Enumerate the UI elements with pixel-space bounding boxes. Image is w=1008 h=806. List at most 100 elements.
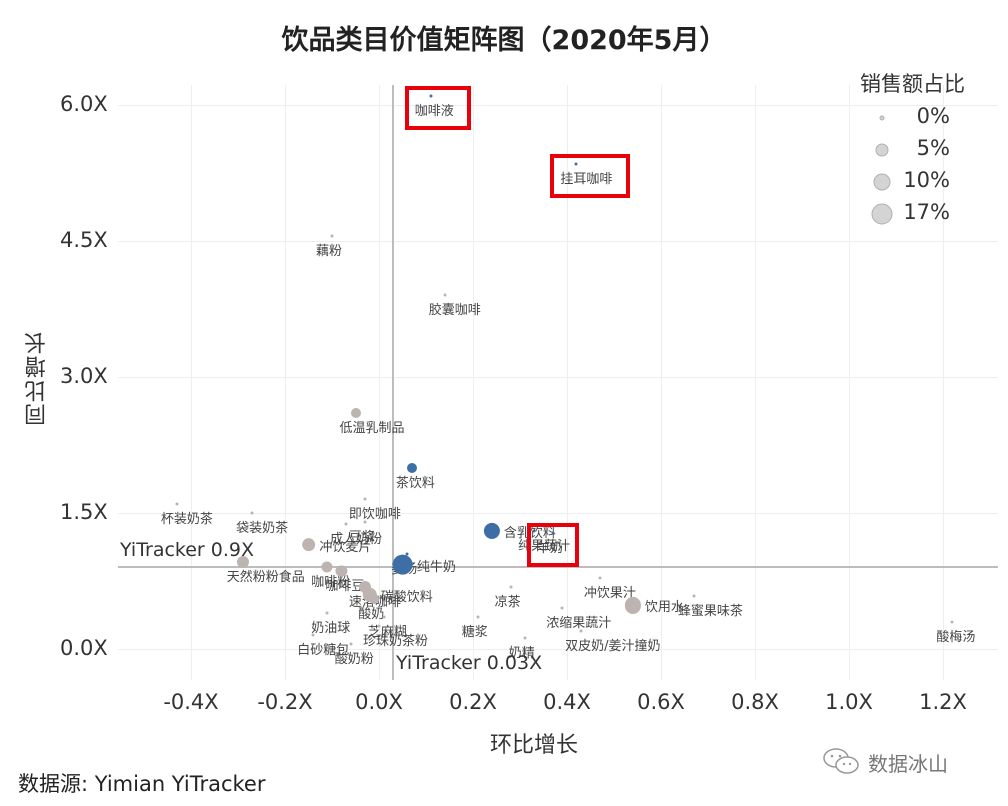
gridline-vertical (943, 85, 944, 680)
x-tick-label: 0.8X (731, 690, 779, 714)
gridline-horizontal (118, 240, 998, 242)
data-point[interactable] (560, 606, 564, 610)
data-point[interactable] (330, 234, 334, 238)
point-label: 饮用水 (644, 600, 684, 616)
data-point[interactable] (483, 522, 500, 540)
point-label: 酸梅汤 (936, 629, 976, 645)
x-tick-label: -0.4X (163, 690, 219, 714)
gridline-vertical (191, 85, 192, 680)
gridline-vertical (661, 85, 662, 680)
wechat-icon (823, 748, 859, 774)
point-label: 纯牛奶 (416, 559, 456, 575)
y-tick-label: 3.0X (60, 363, 108, 388)
data-point[interactable] (406, 462, 417, 473)
point-label: 豆浆 (348, 530, 375, 546)
data-point[interactable] (363, 497, 367, 501)
data-point[interactable] (349, 642, 353, 646)
point-label: 白砂糖包 (297, 643, 350, 659)
x-tick-label: 0.0X (355, 690, 403, 714)
point-label: 杯装奶茶 (160, 511, 213, 527)
point-label: 奶油球 (311, 620, 351, 636)
point-label: 奶精 (508, 646, 535, 662)
legend-item: 10% (860, 166, 1000, 198)
point-label: 浓缩果蔬汁 (546, 616, 612, 632)
gridline-vertical (285, 85, 286, 680)
highlight-box (404, 85, 471, 130)
legend-item: 0% (860, 102, 1000, 134)
y-axis-label: 同比增长 (25, 330, 50, 426)
gridline-horizontal (118, 104, 998, 106)
data-point[interactable] (311, 633, 315, 637)
point-label: 即饮咖啡 (348, 507, 401, 523)
data-point[interactable] (692, 594, 696, 598)
point-label: 冲饮麦片 (319, 539, 372, 555)
reference-line-x (392, 85, 395, 680)
data-point[interactable] (443, 293, 447, 297)
y-tick-label: 6.0X (60, 91, 108, 116)
point-label: 天然粉粉食品 (226, 569, 305, 585)
point-label: 低温乳制品 (339, 421, 405, 437)
point-label: 咖啡液 (414, 103, 454, 119)
watermark-text: 数据冰山 (868, 751, 948, 776)
data-point[interactable] (392, 554, 413, 576)
x-tick-label: 0.4X (543, 690, 591, 714)
legend-label: 17% (903, 200, 950, 224)
data-point[interactable] (301, 537, 316, 552)
gridline-vertical (755, 85, 756, 680)
point-label: 咖啡粉 (311, 575, 351, 591)
point-label: 咖啡豆 (325, 578, 365, 594)
point-label: 酸奶 (358, 607, 385, 623)
point-label: 糖浆 (461, 625, 488, 641)
y-tick-label: 0.0X (60, 636, 108, 660)
x-tick-label: 1.0X (825, 690, 873, 714)
point-label: 芝麻糊 (367, 625, 407, 641)
point-label: 蜂蜜果味茶 (677, 604, 743, 620)
data-point[interactable] (429, 94, 433, 98)
data-source: 数据源: Yimian YiTracker (18, 772, 266, 796)
data-point[interactable] (950, 620, 954, 624)
data-point[interactable] (236, 555, 249, 568)
data-point[interactable] (325, 611, 329, 615)
data-point[interactable] (579, 629, 583, 633)
data-point[interactable] (598, 576, 602, 580)
legend-bubble-icon (879, 115, 885, 121)
data-point[interactable] (344, 522, 348, 526)
data-point[interactable] (321, 561, 333, 573)
point-label: 酸奶粉 (334, 652, 374, 668)
x-axis-label: 环比增长 (489, 733, 578, 758)
highlight-box (526, 522, 579, 567)
x-tick-label: -0.2X (257, 690, 313, 714)
x-tick-label: 1.2X (919, 690, 967, 714)
data-point[interactable] (175, 502, 179, 506)
data-point[interactable] (382, 615, 386, 619)
data-point[interactable] (350, 408, 361, 419)
data-point[interactable] (532, 529, 536, 533)
point-label: 凉茶 (494, 595, 521, 611)
data-point[interactable] (369, 594, 380, 605)
y-reference-label: YiTracker 0.9X (120, 539, 255, 561)
gridline-horizontal (118, 649, 998, 650)
data-point[interactable] (476, 615, 480, 619)
legend-bubble-icon (873, 173, 891, 191)
data-point[interactable] (405, 552, 409, 556)
data-point[interactable] (574, 162, 578, 166)
y-tick-label: 4.5X (60, 227, 108, 252)
watermark: 数据冰山 (822, 746, 948, 778)
data-point[interactable] (624, 597, 641, 614)
data-point[interactable] (551, 531, 555, 535)
data-point[interactable] (250, 511, 254, 515)
x-tick-label: 0.6X (637, 690, 685, 714)
gridline-vertical (379, 85, 380, 680)
point-label: 纯果蔬汁 (518, 539, 571, 555)
point-label: 茶饮料 (395, 475, 435, 491)
data-point[interactable] (509, 585, 513, 589)
data-point[interactable] (523, 636, 527, 640)
data-point[interactable] (335, 565, 347, 577)
size-legend: 销售额占比 0% 5% 10% 17% (860, 68, 1000, 230)
legend-bubble-icon (875, 143, 889, 157)
data-point[interactable] (363, 520, 367, 524)
legend-label: 0% (916, 104, 950, 128)
point-label: 挂耳咖啡 (560, 171, 613, 187)
reference-line-y (118, 566, 998, 569)
data-point[interactable] (377, 624, 381, 628)
